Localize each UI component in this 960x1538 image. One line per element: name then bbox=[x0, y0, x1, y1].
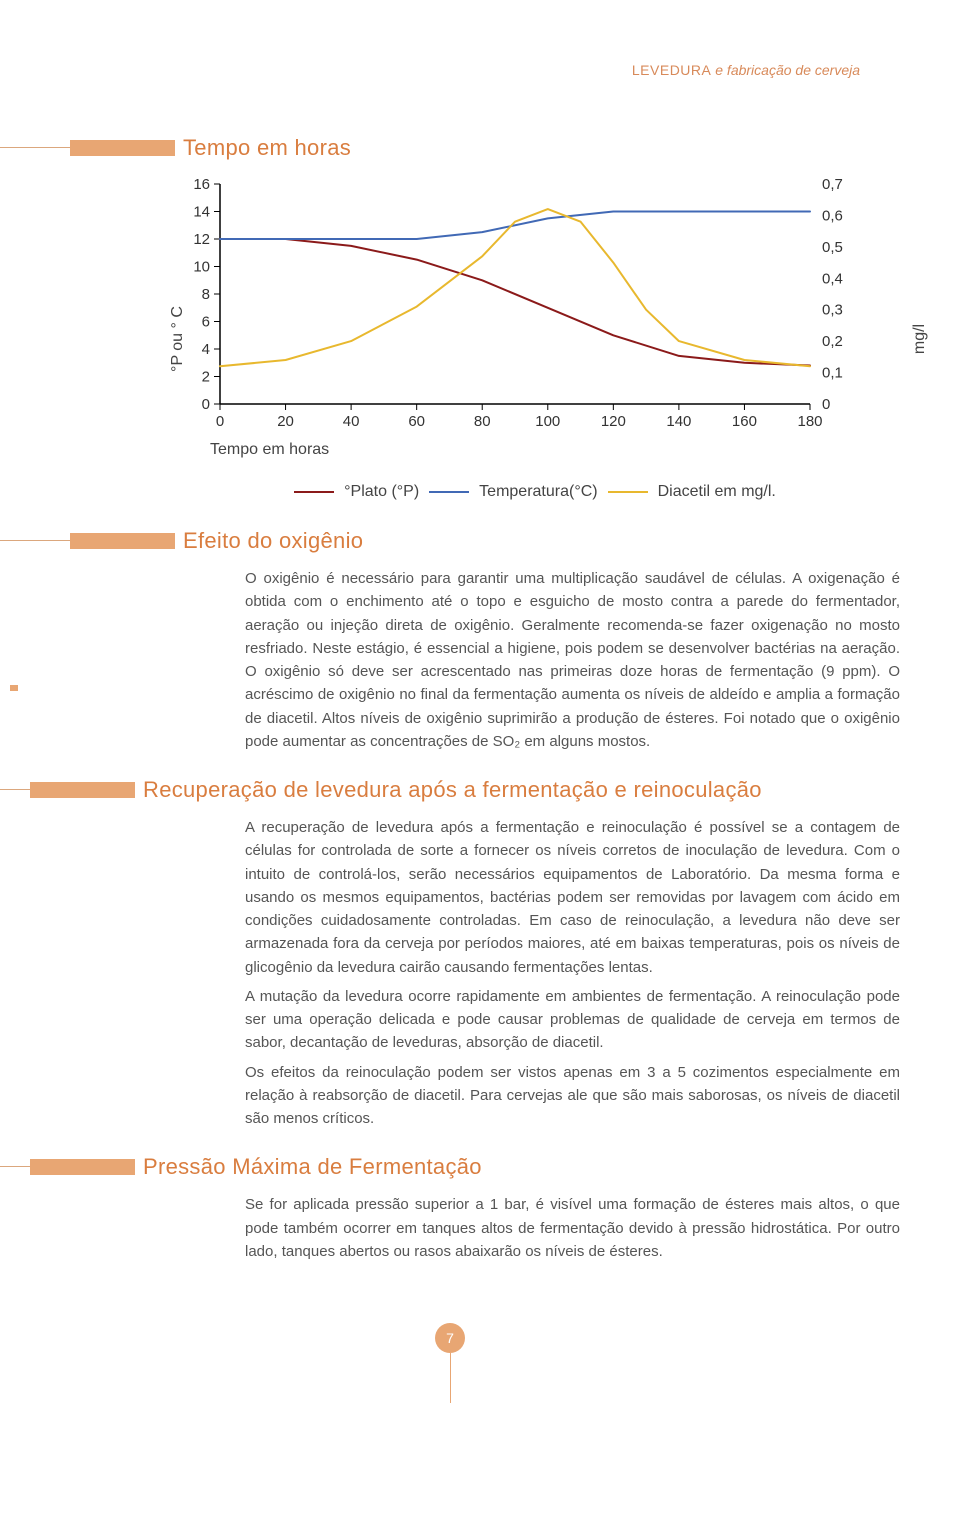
body-oxigenio-p: O oxigênio é necessário para garantir um… bbox=[245, 567, 900, 753]
legend-swatch-plato bbox=[294, 491, 334, 493]
svg-text:0,3: 0,3 bbox=[822, 302, 843, 319]
running-head: LEVEDURA e fabricação de cerveja bbox=[0, 40, 900, 111]
heading-rect bbox=[70, 140, 175, 156]
heading-oxigenio-text: Efeito do oxigênio bbox=[183, 524, 363, 557]
svg-text:0,4: 0,4 bbox=[822, 270, 843, 287]
heading-recuperacao: Recuperação de levedura após a fermentaç… bbox=[0, 773, 900, 806]
body-recuperacao-p3: Os efeitos da reinoculação podem ser vis… bbox=[245, 1061, 900, 1131]
svg-text:120: 120 bbox=[601, 413, 626, 430]
heading-rect bbox=[70, 533, 175, 549]
heading-thin-line bbox=[0, 147, 70, 148]
body-recuperacao: A recuperação de levedura após a ferment… bbox=[245, 816, 900, 1130]
svg-text:0: 0 bbox=[202, 396, 210, 413]
svg-text:0: 0 bbox=[822, 396, 830, 413]
heading-rect bbox=[30, 782, 135, 798]
svg-text:20: 20 bbox=[277, 413, 294, 430]
svg-text:14: 14 bbox=[193, 204, 210, 221]
y-axis-left-label: °P ou ° C bbox=[166, 306, 190, 372]
svg-text:80: 80 bbox=[474, 413, 491, 430]
svg-text:4: 4 bbox=[202, 341, 210, 358]
page-number: 7 bbox=[435, 1323, 465, 1353]
svg-text:40: 40 bbox=[343, 413, 360, 430]
page: LEVEDURA e fabricação de cerveja Tempo e… bbox=[0, 0, 960, 1393]
heading-thin-line bbox=[0, 1166, 30, 1167]
svg-text:0,6: 0,6 bbox=[822, 207, 843, 224]
page-footer: 7 bbox=[0, 1323, 900, 1353]
heading-rect bbox=[30, 1159, 135, 1175]
running-head-caps: LEVEDURA bbox=[632, 62, 711, 78]
heading-tempo-text: Tempo em horas bbox=[183, 131, 351, 164]
svg-text:160: 160 bbox=[732, 413, 757, 430]
body-recuperacao-p2: A mutação da levedura ocorre rapidamente… bbox=[245, 985, 900, 1055]
heading-thin-line bbox=[0, 540, 70, 541]
heading-pressao-text: Pressão Máxima de Fermentação bbox=[143, 1150, 482, 1183]
svg-text:0,2: 0,2 bbox=[822, 333, 843, 350]
heading-oxigenio: Efeito do oxigênio bbox=[0, 524, 900, 557]
svg-text:60: 60 bbox=[408, 413, 425, 430]
heading-bullet bbox=[0, 782, 135, 798]
x-axis-label: Tempo em horas bbox=[210, 438, 900, 462]
svg-text:0,5: 0,5 bbox=[822, 239, 843, 256]
svg-text:140: 140 bbox=[666, 413, 691, 430]
heading-recuperacao-text: Recuperação de levedura após a fermentaç… bbox=[143, 773, 762, 806]
chart-svg: 16141210864200,70,60,50,40,30,20,1002040… bbox=[170, 174, 870, 434]
running-head-rest: e fabricação de cerveja bbox=[711, 62, 860, 78]
chart-legend: °Plato (°P) Temperatura(°C) Diacetil em … bbox=[170, 480, 900, 504]
svg-text:16: 16 bbox=[193, 176, 210, 193]
svg-text:180: 180 bbox=[797, 413, 822, 430]
y-axis-right-label: mg/l bbox=[908, 324, 932, 354]
svg-text:0,1: 0,1 bbox=[822, 365, 843, 382]
legend-swatch-temp bbox=[429, 491, 469, 493]
body-pressao: Se for aplicada pressão superior a 1 bar… bbox=[245, 1193, 900, 1263]
svg-text:0,7: 0,7 bbox=[822, 176, 843, 193]
legend-swatch-diacetil bbox=[608, 491, 648, 493]
svg-text:8: 8 bbox=[202, 286, 210, 303]
body-oxigenio: O oxigênio é necessário para garantir um… bbox=[245, 567, 900, 753]
svg-text:6: 6 bbox=[202, 314, 210, 331]
heading-bullet bbox=[0, 1159, 135, 1175]
heading-pressao: Pressão Máxima de Fermentação bbox=[0, 1150, 900, 1183]
legend-label-diacetil: Diacetil em mg/l. bbox=[658, 480, 776, 504]
svg-text:0: 0 bbox=[216, 413, 224, 430]
body-recuperacao-p1: A recuperação de levedura após a ferment… bbox=[245, 816, 900, 979]
chart-container: °P ou ° C mg/l 16141210864200,70,60,50,4… bbox=[170, 174, 900, 504]
svg-text:10: 10 bbox=[193, 259, 210, 276]
legend-label-temp: Temperatura(°C) bbox=[479, 480, 597, 504]
svg-text:2: 2 bbox=[202, 369, 210, 386]
svg-text:12: 12 bbox=[193, 231, 210, 248]
heading-bullet bbox=[0, 533, 175, 549]
body-pressao-p: Se for aplicada pressão superior a 1 bar… bbox=[245, 1193, 900, 1263]
svg-text:100: 100 bbox=[535, 413, 560, 430]
legend-label-plato: °Plato (°P) bbox=[344, 480, 419, 504]
heading-tempo: Tempo em horas bbox=[0, 131, 900, 164]
heading-bullet bbox=[0, 140, 175, 156]
side-mark bbox=[10, 685, 18, 691]
heading-thin-line bbox=[0, 789, 30, 790]
